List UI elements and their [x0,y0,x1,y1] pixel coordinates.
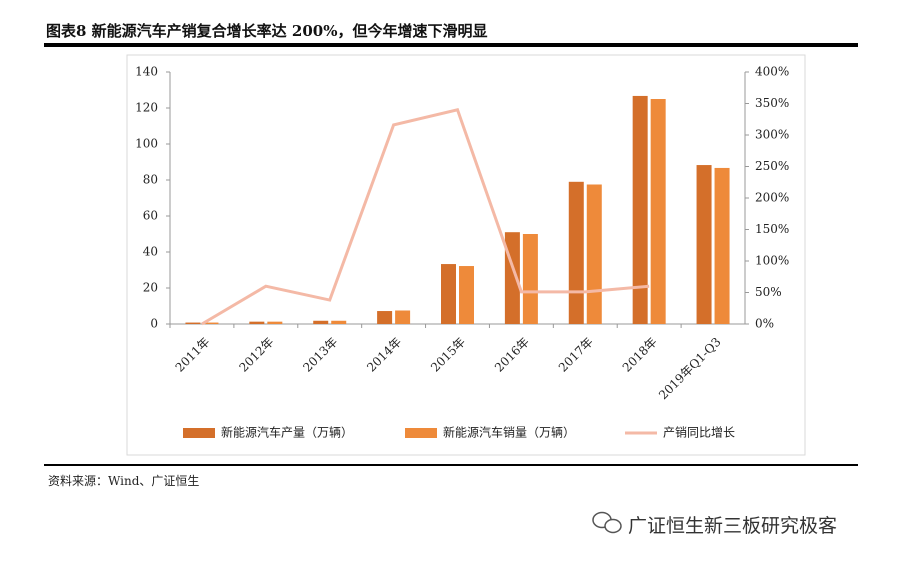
bar [696,165,712,324]
legend-label: 新能源汽车产量（万辆） [221,425,353,440]
legend-swatch [183,428,215,438]
y2-tick-label: 350% [755,96,789,110]
y-tick-label: 60 [143,209,158,223]
x-tick-label: 2012年 [236,335,276,375]
y-tick-label: 100 [135,137,158,151]
line [201,108,650,326]
x-tick-label: 2014年 [364,335,404,375]
y2-tick-label: 100% [755,254,789,268]
y2-tick-label: 0% [755,317,774,331]
figure-title: 图表8 新能源汽车产销复合增长率达 200%，但今年增速下滑明显 [46,22,488,40]
y2-tick-label: 50% [755,285,782,299]
bar [203,322,219,324]
wechat-icon [592,511,622,534]
x-tick-label: 2018年 [620,335,660,375]
bar [714,167,730,324]
bar [185,322,201,324]
bar [522,234,538,324]
y2-tick-label: 400% [755,65,789,79]
bar [650,99,666,324]
x-tick-label: 2015年 [428,335,468,375]
y-tick-label: 20 [143,281,158,295]
y2-tick-label: 250% [755,159,789,173]
y2-tick-label: 200% [755,191,789,205]
bar [377,311,393,324]
y2-tick-label: 300% [755,128,789,142]
legend-label: 新能源汽车销量（万辆） [443,425,575,440]
bar [459,266,474,324]
y-tick-label: 140 [135,65,158,79]
x-tick-label: 2013年 [300,335,340,375]
bar [441,264,456,324]
bar [586,184,602,324]
chart-frame [126,54,806,456]
bar [267,321,283,324]
y-tick-label: 80 [143,173,158,187]
bar [313,320,329,324]
bar [632,95,648,324]
x-tick-label: 2016年 [492,335,532,375]
y2-tick-label: 150% [755,222,789,236]
bar [568,181,584,324]
bar [331,320,347,324]
legend-label: 产销同比增长 [663,426,735,440]
y-tick-label: 120 [135,101,158,115]
bar [249,321,265,324]
watermark: 广证恒生新三板研究极客 [628,515,838,537]
x-tick-label: 2019年Q1-Q3 [656,335,724,403]
x-tick-label: 2011年 [173,335,213,375]
source-note: 资料来源：Wind、广证恒生 [48,474,200,488]
legend-swatch [405,428,437,438]
bar [395,310,411,324]
y-tick-label: 40 [143,245,158,259]
x-tick-label: 2017年 [556,335,596,375]
y-tick-label: 0 [150,317,158,331]
